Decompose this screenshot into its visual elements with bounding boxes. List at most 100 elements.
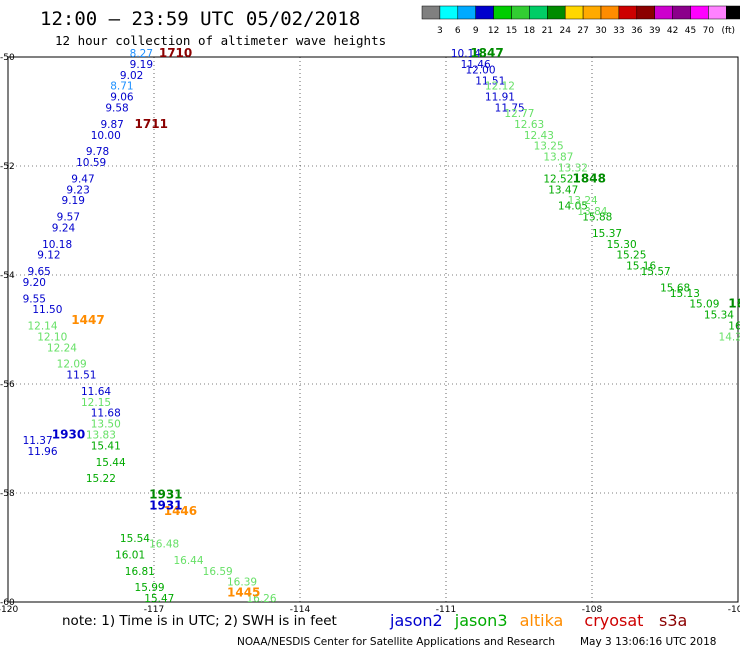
scale-label: 18 (524, 26, 536, 36)
swh-label: 13.50 (91, 419, 121, 431)
swh-label: 10.14 (451, 48, 481, 60)
color-scale: 3 6 9 12 15 18 21 24 27 30 33 36 39 42 45 70 (ft) (421, 5, 740, 36)
footer-credit: NOAA/NESDIS Center for Satellite Applica… (237, 636, 555, 648)
mission-cryosat: cryosat (584, 611, 643, 630)
footer-timestamp: May 3 13:06:16 UTC 2018 (580, 636, 716, 648)
swh-label: 8.27 (130, 48, 153, 60)
x-tick-label: -117 (144, 605, 164, 615)
swh-label: 14.29 (719, 331, 740, 343)
scale-swatch (618, 5, 638, 20)
scale-label: 45 (685, 26, 696, 36)
scale-swatch (690, 5, 709, 20)
swh-label: 9.24 (52, 222, 76, 234)
scale-swatch (529, 5, 548, 20)
scale-swatch (636, 5, 655, 20)
x-tick-label: -114 (290, 605, 311, 615)
scale-label: 15 (506, 26, 517, 36)
scale-swatch (421, 5, 441, 20)
swh-label: 12.00 (465, 64, 495, 76)
y-tick-label: -54 (0, 271, 15, 281)
swh-label: 12.10 (37, 331, 67, 343)
swh-label: 15.88 (582, 212, 612, 224)
time-labels: 1710 1711 1847 1848 1849 1447 1446 1445 1930 1931… (52, 46, 740, 600)
swh-label: 9.87 (100, 119, 123, 131)
swh-label: 12.12 (485, 81, 515, 93)
x-tick-label: -105 (728, 605, 740, 615)
mission-altika: altika (520, 611, 564, 630)
swh-label: 9.58 (105, 103, 128, 115)
footer-note: note: 1) Time is in UTC; 2) SWH is in fe… (62, 613, 337, 629)
scale-swatch (654, 5, 673, 20)
swh-label: 12.63 (514, 119, 544, 131)
y-tick-label: -52 (0, 162, 15, 172)
swh-label: 16.44 (173, 555, 203, 567)
swh-label: 12.43 (524, 130, 554, 142)
y-tick-label: -50 (0, 53, 15, 63)
time-label: 1848 (573, 171, 606, 185)
swh-label: 9.02 (120, 70, 143, 82)
swh-label: 9.47 (71, 173, 94, 185)
swh-label: 15.13 (670, 288, 700, 300)
swh-label: 9.55 (23, 293, 46, 305)
swh-label: 11.37 (23, 435, 53, 447)
swh-label: 15.54 (120, 533, 150, 545)
scale-swatch (582, 5, 602, 20)
swh-label: 11.64 (81, 386, 111, 398)
swh-label: 11.51 (475, 75, 505, 87)
swh-label: 16.39 (227, 577, 257, 589)
swh-label: 9.78 (86, 146, 109, 158)
page-title: 12:00 — 23:59 UTC 05/02/2018 (40, 8, 360, 30)
swh-label: 9.20 (23, 277, 46, 289)
swh-label: 16.48 (149, 539, 179, 551)
scale-label: 12 (488, 26, 499, 36)
swh-label: 12.52 (543, 173, 573, 185)
scale-swatch (726, 5, 740, 20)
swh-label: 11.91 (485, 92, 515, 104)
scale-unit: (ft) (721, 26, 735, 36)
time-label: 1930 (52, 428, 85, 442)
swh-label: 10.00 (91, 130, 121, 142)
swh-label: 15.44 (96, 457, 126, 469)
scale-label: 33 (613, 26, 624, 36)
swh-label: 15.47 (144, 593, 174, 605)
swh-label: 16.03 (728, 321, 740, 333)
swh-label: 14.05 (558, 201, 588, 213)
time-label: 1931 (149, 487, 182, 501)
scale-label: 70 (703, 26, 715, 36)
swh-label: 15.25 (616, 250, 646, 262)
time-label: 1849 (728, 297, 740, 311)
scale-label: 21 (542, 26, 553, 36)
time-label: 1445 (227, 586, 260, 600)
swh-label: 11.68 (91, 408, 121, 420)
swh-label: 13.83 (86, 430, 116, 442)
swh-label: 15.99 (135, 582, 165, 594)
swh-label: 13.84 (577, 206, 607, 218)
swh-label: 11.50 (32, 304, 62, 316)
swh-label: 13.32 (558, 162, 588, 174)
swh-label: 9.65 (27, 266, 50, 278)
scale-swatch (493, 5, 512, 20)
x-tick-label: -111 (436, 605, 456, 615)
swh-label: 8.71 (110, 81, 133, 93)
mission-s3a: s3a (659, 611, 687, 630)
scale-label: 30 (595, 26, 607, 36)
swh-label: 13.47 (548, 184, 578, 196)
scale-swatch (547, 5, 566, 20)
time-label: 1447 (71, 313, 104, 327)
swh-label: 12.09 (57, 359, 87, 371)
y-tick-label: -56 (0, 380, 15, 390)
page-subtitle: 12 hour collection of altimeter wave hei… (55, 33, 386, 48)
y-tick-label: -58 (0, 489, 15, 499)
swh-label: 9.57 (57, 212, 80, 224)
swh-label: 11.96 (27, 446, 57, 458)
swh-label: 9.23 (66, 184, 89, 196)
swh-label: 12.77 (504, 108, 534, 120)
grid-lines (7, 56, 739, 603)
swh-label: 9.06 (110, 92, 134, 104)
swh-label: 11.51 (66, 370, 96, 382)
wave-height-labels: 9.199.029.069.589.8710.009.7810.599.479.… (23, 48, 740, 605)
swh-label: 15.09 (689, 299, 719, 311)
scale-swatch (600, 5, 620, 20)
scale-label: 6 (455, 26, 461, 36)
swh-label: 12.24 (47, 342, 77, 354)
